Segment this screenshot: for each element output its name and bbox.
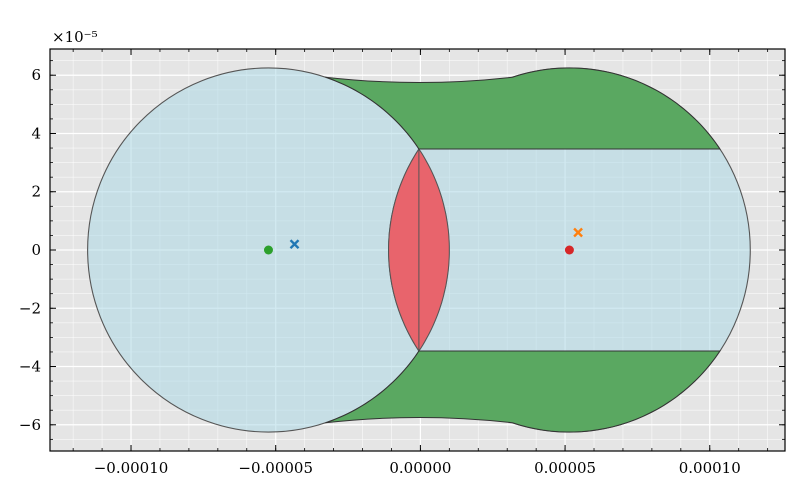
marker-point xyxy=(564,245,574,255)
x-tick-label: 0.00010 xyxy=(679,459,741,477)
marker-cross xyxy=(573,227,583,238)
marker-cross-stroke xyxy=(289,239,300,250)
x-tick-label: −0.00005 xyxy=(238,459,313,477)
shapes xyxy=(87,67,751,433)
x-tick-label: 0.00000 xyxy=(389,459,451,477)
y-tick-label: −2 xyxy=(19,299,41,317)
y-offset-label: ×10⁻⁵ xyxy=(52,28,98,46)
hull-gap-bottom xyxy=(325,350,721,433)
hull-gap-top xyxy=(325,67,721,150)
y-tick-label: −4 xyxy=(19,358,41,376)
x-tick-label: −0.00010 xyxy=(94,459,169,477)
marker-cross xyxy=(289,239,300,250)
markers xyxy=(263,227,583,255)
y-tick-label: 2 xyxy=(31,183,41,201)
ticks: −0.00010 −0.00005 0.00000 0.00005 0.00010 −6 −… xyxy=(19,49,785,477)
y-tick-label: −6 xyxy=(19,416,41,434)
marker-point xyxy=(263,245,273,255)
y-tick-label: 0 xyxy=(31,241,41,259)
marker-cross-stroke xyxy=(573,227,583,238)
y-tick-label: 4 xyxy=(31,124,41,142)
y-tick-label: 6 xyxy=(31,66,41,84)
x-tick-label: 0.00005 xyxy=(534,459,596,477)
